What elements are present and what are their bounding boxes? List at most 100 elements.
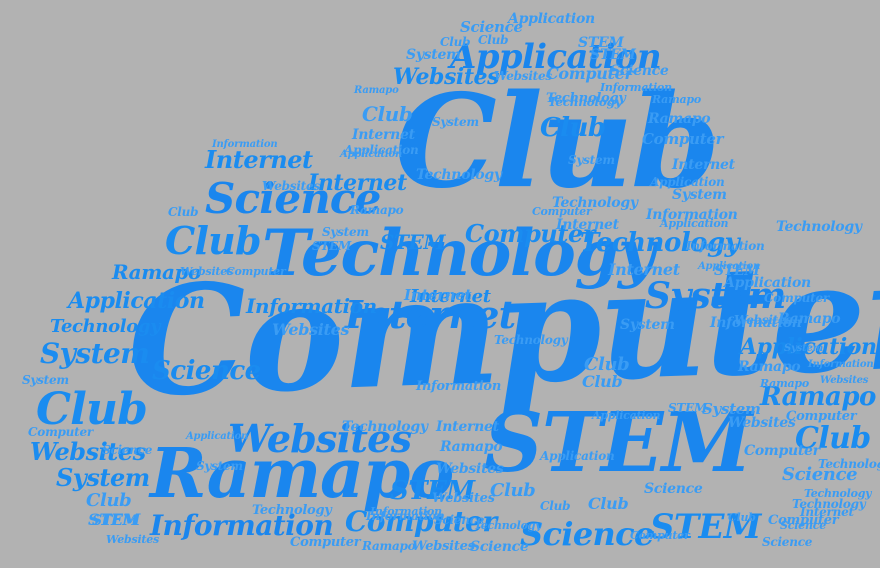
word-small: Technology: [552, 195, 638, 211]
word-small: Internet: [672, 157, 735, 173]
word-small: System: [672, 187, 727, 203]
word-small: Ramapo: [648, 111, 711, 127]
word-small: Technology: [792, 497, 866, 511]
word-small: Ramapo: [440, 439, 503, 455]
word-small: Club: [582, 372, 623, 391]
word-small: Club: [584, 354, 630, 375]
word-small: Computer: [532, 205, 592, 218]
word-small: Technology: [776, 219, 862, 235]
word-small: STEM: [312, 239, 352, 253]
word-club-mid-1: Club: [165, 218, 262, 263]
word-websites-mid-2: Websites: [393, 64, 500, 90]
word-small: Computer: [744, 443, 820, 459]
word-internet-large: Internet: [345, 292, 516, 337]
word-information-large: Information: [150, 509, 334, 542]
word-small: Information: [710, 315, 802, 331]
word-ramapo-mid-1: Ramapo: [760, 382, 876, 412]
word-small: STEM: [668, 401, 708, 415]
word-small: Science: [644, 481, 703, 497]
word-small: Club: [168, 205, 199, 219]
word-small: Application: [660, 217, 729, 230]
word-small: Application: [724, 275, 811, 291]
word-small: Internet: [608, 260, 680, 279]
word-small: Websites: [432, 491, 495, 506]
word-club-large: Club: [395, 67, 720, 217]
word-club-mid-2: Club: [36, 384, 148, 435]
word-club-mid-4: Club: [540, 113, 606, 143]
word-internet-mid-3: Internet: [410, 286, 491, 307]
word-small: Ramapo: [362, 539, 416, 553]
word-stem-large: STEM: [484, 395, 753, 491]
word-small: Technology: [548, 95, 622, 109]
word-small: Websites: [262, 179, 320, 193]
word-small: Computer: [642, 130, 724, 148]
word-small: Science: [102, 443, 153, 457]
word-small: Application: [508, 11, 595, 27]
word-small: Science: [782, 464, 858, 485]
word-small: Technology: [546, 91, 626, 106]
word-small: Computer: [764, 291, 829, 305]
word-club-mid-3: Club: [795, 421, 871, 456]
word-computer-mid-2: Computer: [465, 219, 595, 248]
word-small: Application: [540, 449, 615, 463]
word-small: System: [620, 317, 675, 333]
word-computer-mid-1: Computer: [345, 505, 497, 538]
word-small: System: [702, 400, 761, 418]
word-small: System: [432, 115, 479, 129]
word-small: Application: [344, 143, 419, 157]
word-system-mid-2: System: [56, 463, 150, 492]
word-stem-mid-2: STEM: [390, 476, 475, 506]
word-small: Websites: [436, 461, 504, 477]
word-websites-mid-1: Websites: [30, 437, 146, 466]
word-technology-large: Technology: [262, 216, 655, 291]
word-small: Club: [588, 494, 629, 513]
word-small: Websites: [180, 265, 234, 278]
word-small: Computer: [786, 409, 857, 424]
word-small: Information: [808, 359, 874, 370]
word-small: Technology: [416, 167, 502, 183]
word-small: Websites: [820, 375, 869, 386]
word-science-mid-1: Science: [520, 515, 654, 553]
word-small: STEM: [88, 510, 141, 529]
word-small: Computer: [290, 535, 361, 550]
word-science-large: Science: [205, 174, 381, 223]
word-small: Information: [212, 139, 278, 150]
word-ramapo-large: Ramapo: [150, 434, 454, 514]
word-application-mid-2: Application: [740, 334, 877, 360]
word-ramapo-mid-2: Ramapo: [112, 260, 202, 284]
word-small: Information: [646, 207, 738, 223]
word-small: Ramapo: [778, 311, 841, 327]
word-small: Websites: [272, 320, 350, 339]
word-small: Ramapo: [354, 85, 399, 96]
word-small: Information: [416, 379, 502, 394]
word-small: Computer: [226, 265, 286, 278]
word-small: Club: [728, 511, 756, 524]
word-small: Science: [762, 535, 813, 549]
word-small: Application: [340, 149, 403, 160]
word-small: Technology: [342, 419, 428, 435]
word-small: Science: [610, 63, 669, 79]
word-small: Internet: [404, 286, 472, 304]
word-small: Websites: [106, 533, 160, 546]
word-small: Computer: [546, 64, 633, 83]
word-small: Technology: [252, 503, 332, 518]
word-small: System: [784, 343, 824, 354]
word-small: Websites: [728, 415, 796, 431]
word-small: Information: [370, 505, 442, 518]
word-small: Club: [540, 499, 571, 513]
word-small: Application: [698, 261, 761, 272]
word-stem-mid-3: STEM: [380, 230, 446, 254]
word-small: Computer: [630, 529, 690, 542]
word-small: STEM: [590, 47, 636, 63]
word-system-large: System: [645, 275, 786, 317]
word-stem-mid-1: STEM: [650, 507, 761, 547]
word-science-mid-2: Science: [152, 356, 261, 386]
word-small: Websites: [494, 69, 552, 83]
word-small: Application: [650, 175, 725, 189]
word-small: System: [568, 153, 615, 167]
word-small: Ramapo: [760, 377, 809, 390]
word-small: Information: [366, 509, 445, 523]
word-application-large: Application: [450, 37, 662, 77]
word-small: Science: [780, 519, 826, 532]
word-small: Websites: [412, 539, 475, 554]
